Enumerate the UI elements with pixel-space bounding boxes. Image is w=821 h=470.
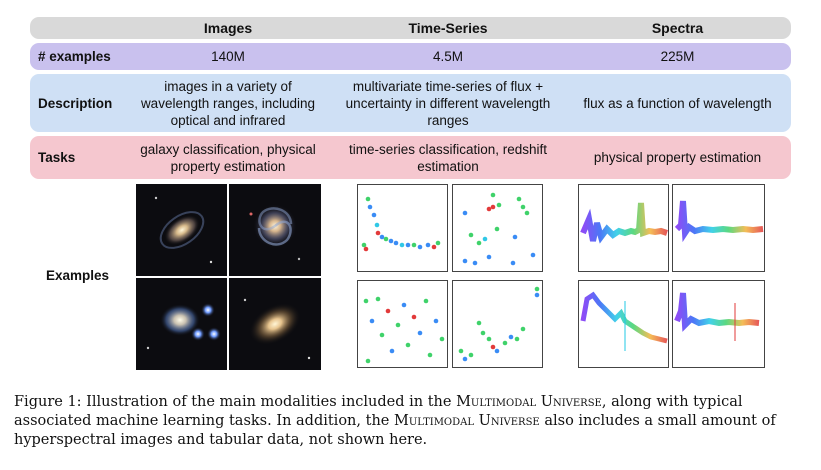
time-series-plot-3 <box>357 280 448 368</box>
caption-name-2: Multimodal Universe <box>393 413 540 429</box>
spectrum-line <box>674 200 764 243</box>
header-time-series: Time-Series <box>408 19 488 36</box>
figure-caption: Figure 1: Illustration of the main modal… <box>14 393 809 450</box>
description-spectra: flux as a function of wavelength <box>583 95 772 111</box>
tasks-time-series: time-series classification, redshift est… <box>348 141 548 174</box>
galaxy-image-1 <box>136 184 227 276</box>
tasks-spectra: physical property estimation <box>593 150 762 165</box>
galaxy-spiral-faceon <box>249 204 301 261</box>
time-series-plot-2 <box>452 184 543 272</box>
examples-count-time-series: 4.5M <box>432 49 463 64</box>
spectrum-line <box>580 291 668 351</box>
description-row: Description images in a variety of wavel… <box>30 74 791 132</box>
caption-prefix: Figure 1: Illustration of the main modal… <box>14 394 457 410</box>
galaxy-image-4 <box>229 278 321 370</box>
spectrum-plot-2 <box>672 184 765 272</box>
time-series-plot-1 <box>357 184 448 272</box>
examples-count-images: 140M <box>211 49 245 64</box>
table-header-row: Images Time-Series Spectra <box>30 17 791 39</box>
description-time-series: multivariate time-series of flux + uncer… <box>345 78 551 128</box>
header-images: Images <box>203 19 253 36</box>
examples-count-label: # examples <box>38 49 111 64</box>
examples-count-row: # examples 140M 4.5M 225M <box>30 43 791 70</box>
galaxy-pair-with-stars <box>146 303 221 350</box>
spectrum-line <box>580 202 668 244</box>
galaxy-spiral-inclined <box>154 196 213 264</box>
header-spectra: Spectra <box>651 19 704 36</box>
time-series-scatter <box>462 192 536 266</box>
galaxy-image-2 <box>229 184 321 276</box>
spectrum-plot-3 <box>578 280 669 368</box>
time-series-scatter <box>361 196 441 252</box>
spectrum-plot-1 <box>578 184 669 272</box>
galaxy-elliptical <box>243 298 311 360</box>
time-series-plot-4 <box>452 280 543 368</box>
tasks-images: galaxy classification, physical property… <box>140 141 316 174</box>
description-images: images in a variety of wavelength ranges… <box>140 78 316 128</box>
examples-count-spectra: 225M <box>660 49 695 64</box>
examples-label: Examples <box>46 268 110 283</box>
caption-name-1: Multimodal Universe <box>456 394 602 410</box>
caption-middle: , along with typical associated machine … <box>14 394 743 429</box>
galaxy-image-3 <box>136 278 227 370</box>
spectrum-line <box>674 292 760 341</box>
time-series-scatter <box>458 286 540 362</box>
spectrum-plot-4 <box>672 280 765 368</box>
description-label: Description <box>38 95 113 111</box>
caption-suffix: also includes a small amount of hyperspe… <box>14 413 776 448</box>
time-series-scatter <box>363 296 445 364</box>
tasks-row: Tasks galaxy classification, physical pr… <box>30 136 791 179</box>
tasks-label: Tasks <box>38 150 76 165</box>
